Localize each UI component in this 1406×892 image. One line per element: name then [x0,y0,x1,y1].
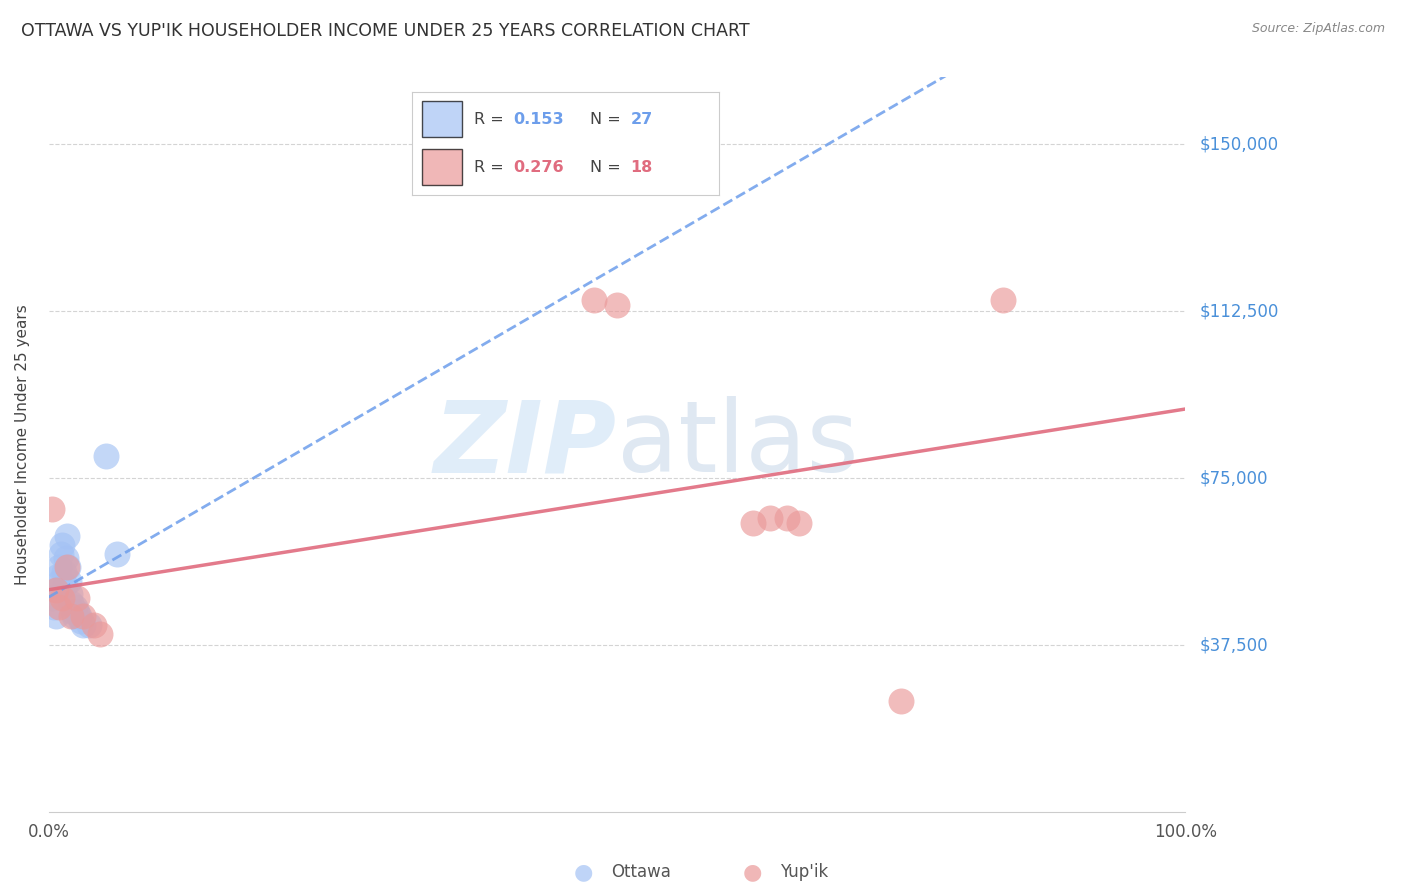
Point [53,578,76,592]
Text: $112,500: $112,500 [1199,302,1278,320]
Point [41,502,63,516]
Point [606,297,628,311]
Point [56,560,79,574]
Point [742,516,765,530]
Point [77,618,100,632]
Point [94,449,117,463]
Point [787,516,810,530]
Y-axis label: Householder Income Under 25 years: Householder Income Under 25 years [15,304,30,585]
Point [45,609,67,624]
Point [49,574,72,588]
Text: ●: ● [574,863,593,882]
Text: ●: ● [742,863,762,882]
Point [60,609,83,624]
Text: Yup'ik: Yup'ik [780,863,828,881]
Point [759,511,782,525]
Point [45,582,67,597]
Point [55,551,77,566]
Point [45,582,67,597]
Point [993,293,1015,307]
Point [51,538,73,552]
Point [44,600,66,615]
Point [89,627,111,641]
Point [72,609,94,624]
Text: atlas: atlas [617,396,859,493]
Point [52,565,75,579]
Point [46,569,69,583]
Text: OTTAWA VS YUP'IK HOUSEHOLDER INCOME UNDER 25 YEARS CORRELATION CHART: OTTAWA VS YUP'IK HOUSEHOLDER INCOME UNDE… [21,22,749,40]
Point [62,609,84,624]
Text: Ottawa: Ottawa [612,863,672,881]
Point [58,574,80,588]
Point [51,591,73,606]
Point [583,293,606,307]
Point [41,591,63,606]
Text: Source: ZipAtlas.com: Source: ZipAtlas.com [1251,22,1385,36]
Point [63,600,86,615]
Point [48,600,70,615]
Point [890,694,912,708]
Text: $37,500: $37,500 [1199,636,1268,654]
Point [69,614,91,628]
Point [67,609,90,624]
Point [105,547,128,561]
Point [59,587,82,601]
Point [72,618,94,632]
Text: ZIP: ZIP [434,396,617,493]
Point [66,605,89,619]
Point [56,560,79,574]
Point [66,591,89,606]
Point [60,596,83,610]
Point [51,547,73,561]
Text: $75,000: $75,000 [1199,469,1268,487]
Point [56,529,79,543]
Point [48,560,70,574]
Point [776,511,799,525]
Point [83,618,105,632]
Text: $150,000: $150,000 [1199,136,1278,153]
Point [62,605,84,619]
